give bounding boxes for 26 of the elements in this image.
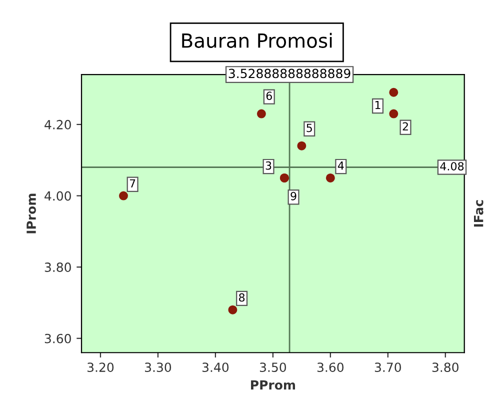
y-axis-title: IProm [26,194,36,234]
x-tick-label: 3.50 [260,362,286,372]
x-tick-label: 3.70 [374,362,401,372]
y-tick-label: 3.60 [44,334,71,344]
annotation: 3 [266,161,272,170]
y2-axis-title: IFac [474,200,484,227]
ref-line-label: 4.08 [440,162,464,170]
annotation: 4 [338,162,344,170]
chart-title: Bauran Promosi [182,32,332,48]
y-tick-label: 4.20 [44,120,71,130]
annotation: 5 [306,124,312,132]
annotation: 9 [290,192,296,200]
y-tick-label: 4.00 [44,191,71,201]
annotation: 8 [239,293,245,302]
annotation: 7 [130,179,136,188]
y-tick-label: 3.80 [44,262,71,272]
x-tick-label: 3.40 [202,362,229,372]
ref-line-label: 3.52888888888889 [228,68,350,78]
x-tick-label: 3.60 [317,362,344,372]
annotation: 1 [375,100,380,110]
annotation: 2 [402,122,408,130]
x-tick-label: 3.30 [145,362,172,372]
x-axis-title: PProm [251,380,295,390]
x-tick-label: 3.80 [432,362,458,372]
annotation: 6 [266,92,272,100]
x-tick-label: 3.20 [88,362,114,372]
